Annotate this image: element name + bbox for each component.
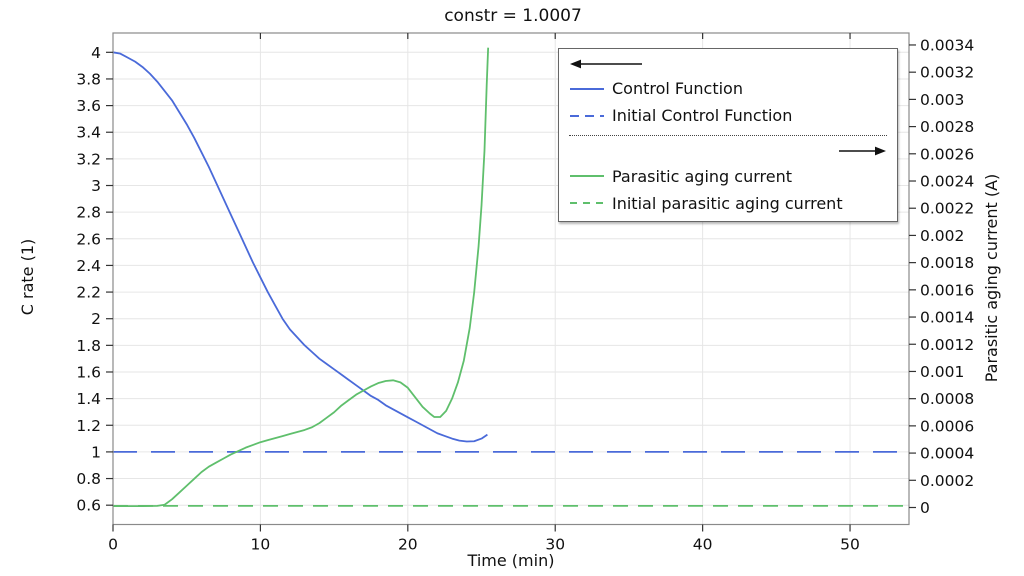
x-tick-label: 30 xyxy=(545,536,565,554)
right-tick-label: 0.002 xyxy=(920,227,964,245)
left-tick-label: 1 xyxy=(91,443,101,461)
left-tick-label: 4 xyxy=(91,44,101,62)
right-tick-label: 0.0006 xyxy=(920,417,974,435)
x-tick-label: 40 xyxy=(693,536,713,554)
right-tick-label: 0.001 xyxy=(920,363,964,381)
legend-label: Initial Control Function xyxy=(612,106,793,126)
left-tick-label: 3.4 xyxy=(76,124,101,142)
left-tick-label: 3.8 xyxy=(76,70,101,88)
left-tick-label: 2 xyxy=(91,310,101,328)
x-tick-label: 0 xyxy=(108,536,118,554)
x-axis-label: Time (min) xyxy=(467,551,555,570)
x-tick-label: 10 xyxy=(251,536,271,554)
right-tick-label: 0.0014 xyxy=(920,309,974,327)
left-tick-label: 3 xyxy=(91,177,101,195)
series-solid-left xyxy=(112,51,488,443)
right-tick-label: 0.0018 xyxy=(920,254,974,272)
legend-label: Initial parasitic aging current xyxy=(612,193,843,213)
left-tick-label: 1.8 xyxy=(76,337,101,355)
left-arrow-icon xyxy=(570,59,642,69)
legend-separator xyxy=(569,134,887,136)
right-tick-label: 0.0012 xyxy=(920,336,974,354)
left-tick-label: 2.8 xyxy=(76,204,101,222)
right-tick-label: 0 xyxy=(920,499,930,517)
left-tick-label: 2.6 xyxy=(76,230,101,248)
chart-title: constr = 1.0007 xyxy=(444,6,582,26)
green-dashed-line-sample xyxy=(570,202,604,205)
legend-item-control-function: Control Function xyxy=(569,75,887,102)
left-tick-label: 3.2 xyxy=(76,150,101,168)
right-tick-label: 0.0032 xyxy=(920,64,974,82)
left-tick-label: 3.6 xyxy=(76,97,101,115)
left-axis-label: C rate (1) xyxy=(18,238,37,316)
right-tick-label: 0.003 xyxy=(920,91,964,109)
right-tick-label: 0.0028 xyxy=(920,118,974,136)
left-tick-label: 0.8 xyxy=(76,470,101,488)
legend-item-parasitic-aging-current: Parasitic aging current xyxy=(569,162,887,189)
legend-left-axis-row xyxy=(569,53,887,75)
right-tick-label: 0.0008 xyxy=(920,390,974,408)
left-tick-label: 1.4 xyxy=(76,390,101,408)
right-tick-label: 0.0002 xyxy=(920,472,974,490)
right-axis-label: Parasitic aging current (A) xyxy=(982,173,1001,383)
legend: Control Function Initial Control Functio… xyxy=(558,48,898,222)
blue-dashed-line-sample xyxy=(570,114,604,117)
x-tick-label: 20 xyxy=(398,536,418,554)
legend-item-initial-parasitic-aging-current: Initial parasitic aging current xyxy=(569,190,887,217)
blue-solid-line-sample xyxy=(570,87,604,90)
legend-right-axis-row xyxy=(569,141,887,163)
plot-border xyxy=(112,32,910,526)
right-tick-label: 0.0024 xyxy=(920,173,974,191)
legend-label: Control Function xyxy=(612,79,743,99)
right-arrow-icon xyxy=(839,147,886,156)
green-solid-line-sample xyxy=(570,175,604,178)
series-solid-right xyxy=(113,47,490,508)
left-tick-label: 0.6 xyxy=(76,497,101,515)
legend-item-initial-control-function: Initial Control Function xyxy=(569,102,887,129)
right-tick-label: 0.0004 xyxy=(920,445,974,463)
left-tick-label: 1.6 xyxy=(76,363,101,381)
left-tick-label: 1.2 xyxy=(76,417,101,435)
legend-label: Parasitic aging current xyxy=(612,166,793,186)
left-tick-label: 2.4 xyxy=(76,257,101,275)
left-tick-label: 2.2 xyxy=(76,284,101,302)
right-tick-label: 0.0026 xyxy=(920,145,974,163)
right-tick-label: 0.0022 xyxy=(920,200,974,218)
x-tick-label: 50 xyxy=(840,536,860,554)
right-tick-label: 0.0034 xyxy=(920,36,974,54)
right-tick-label: 0.0016 xyxy=(920,281,974,299)
